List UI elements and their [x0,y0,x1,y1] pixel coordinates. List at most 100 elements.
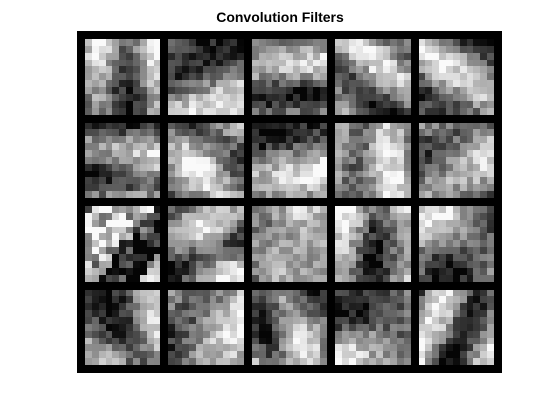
filter-pixel [119,310,127,317]
filter-pixel [188,289,196,297]
filter-pixel [487,177,494,185]
filter-pixel [85,344,92,352]
filter-pixel [98,107,106,115]
filter-pixel [230,212,237,220]
filter-pixel [390,163,397,171]
filter-pixel [98,45,106,53]
filter-pixel [265,212,273,220]
filter-pixel [202,289,210,297]
filter-pixel [459,289,467,297]
filter-pixel [85,80,92,88]
filter-pixel [376,274,384,282]
filter-pixel [153,330,161,338]
filter-pixel [306,316,314,324]
filter-pixel [480,351,488,359]
filter-pixel [480,260,488,268]
filter-pixel [188,129,196,137]
filter-pixel [459,52,467,60]
filter-pixel [459,59,467,67]
filter-pixel [188,184,196,192]
filter-pixel [272,344,280,352]
filter-pixel [175,39,183,46]
filter-pixel [209,100,217,108]
filter-pixel [153,156,161,164]
filter-pixel [216,330,224,338]
filter-pixel [279,122,287,130]
filter-pixel [335,184,343,192]
filter-pixel [132,358,140,365]
filter-pixel [251,156,259,164]
filter-pixel [188,136,196,144]
filter-pixel [403,52,411,60]
filter-pixel [182,274,189,282]
filter-pixel [195,260,203,268]
filter-pixel [466,274,474,282]
filter-pixel [383,296,391,304]
filter-pixel [265,337,273,345]
filter-pixel [355,289,363,297]
filter-pixel [286,219,293,227]
filter-pixel [446,87,453,94]
filter-pixel [396,143,404,150]
filter-pixel [91,163,99,171]
filter-pixel [335,163,343,171]
filter-pixel [452,191,460,198]
filter-pixel [126,233,133,241]
filter-pixel [432,310,440,317]
filter-pixel [355,100,363,108]
filter-pixel [132,177,140,185]
filter-pixel [292,303,300,311]
filter-pixel [265,177,273,185]
filter-pixel [286,163,293,171]
filter-pixel [487,129,494,137]
filter-pixel [348,330,356,338]
filter-pixel [369,87,377,94]
filter-pixel [182,226,189,234]
filter-pixel [432,330,440,338]
filter-pixel [119,177,127,185]
filter-pixel [452,260,460,268]
filter-pixel [335,122,343,130]
filter-pixel [313,344,321,352]
filter-pixel [279,136,287,144]
filter-pixel [342,100,349,108]
filter-pixel [139,122,147,130]
filter-pixel [432,233,440,241]
filter-pixel [376,191,384,198]
filter-pixel [236,191,244,198]
filter-pixel [362,212,370,220]
filter-pixel [418,274,426,282]
filter-pixel [216,316,224,324]
filter-pixel [146,212,154,220]
filter-pixel [153,337,161,345]
filter-pixel [342,129,349,137]
filter-pixel [230,267,237,275]
filter-pixel [223,316,231,324]
filter-pixel [292,296,300,304]
filter-pixel [265,143,273,150]
filter-pixel [466,240,474,248]
filter-pixel [459,73,467,81]
filter-pixel [126,170,133,178]
filter-pixel [487,219,494,227]
filter-pixel [335,267,343,275]
filter-pixel [306,80,314,88]
filter-pixel [473,323,481,331]
filter-pixel [355,260,363,268]
filter-pixel [306,260,314,268]
filter-pixel [146,206,154,213]
filter-pixel [105,226,113,234]
filter-pixel [112,330,120,338]
filter-pixel [216,87,224,94]
filter-pixel [396,107,404,115]
filter-pixel [320,45,328,53]
filter-pixel [126,45,133,53]
filter-pixel [223,107,231,115]
filter-pixel [230,122,237,130]
filter-pixel [175,156,183,164]
filter-pixel [126,87,133,94]
filter-pixel [182,149,189,157]
filter-pixel [480,184,488,192]
filter-pixel [403,191,411,198]
filter-pixel [251,87,259,94]
